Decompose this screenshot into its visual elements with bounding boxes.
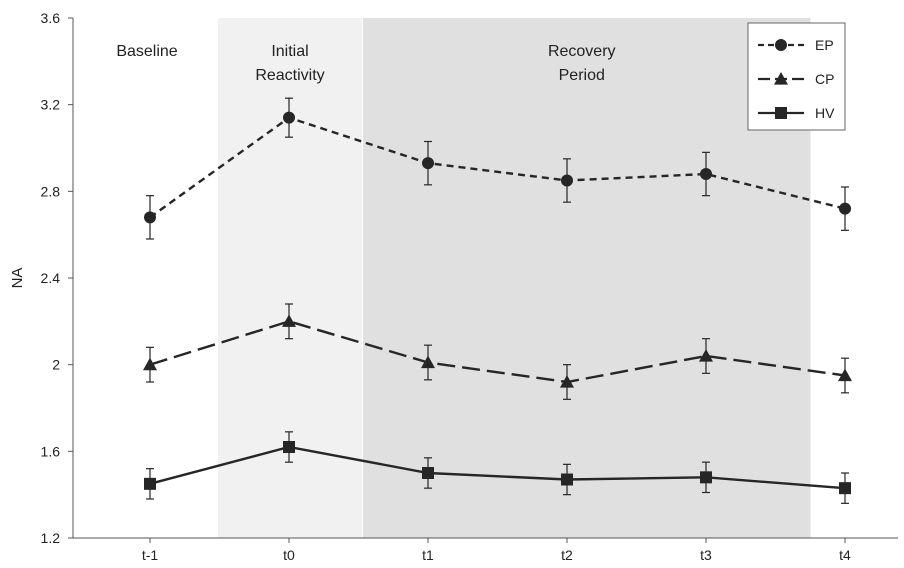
x-tick-label: t4 xyxy=(839,547,851,563)
region-label-1-0: Initial xyxy=(271,43,308,60)
y-tick-label: 3.2 xyxy=(41,97,61,113)
series-line-hv xyxy=(149,445,846,490)
legend-label-hv: HV xyxy=(815,105,835,121)
data-point-cp-t4 xyxy=(838,368,852,382)
data-point-ep-t1 xyxy=(422,157,434,170)
y-tick-label: 3.6 xyxy=(41,10,61,26)
x-tick-label: t-1 xyxy=(142,547,159,563)
region-label-0-0: Baseline xyxy=(116,43,177,60)
y-tick-label: 2 xyxy=(52,357,60,373)
x-tick-label: t2 xyxy=(561,547,573,563)
y-tick-label: 1.2 xyxy=(41,530,61,546)
y-axis-title: NA xyxy=(9,268,26,289)
series-line-ep xyxy=(149,116,846,219)
series-ep xyxy=(144,97,851,240)
region-label-2-0: Recovery xyxy=(548,43,616,60)
y-tick-label: 1.6 xyxy=(41,443,61,459)
data-point-cp-t-1 xyxy=(143,357,157,371)
series-line-cp xyxy=(149,320,846,384)
data-point-cp-t2 xyxy=(560,375,574,388)
legend-marker-ep xyxy=(775,39,787,51)
region-label-2-1: Period xyxy=(559,67,605,84)
series-cp xyxy=(143,303,852,400)
data-point-hv-t-1 xyxy=(144,477,156,490)
legend-label-cp: CP xyxy=(815,71,834,87)
data-point-ep-t4 xyxy=(839,202,851,215)
data-point-hv-t1 xyxy=(422,467,434,479)
x-tick-label: t0 xyxy=(283,547,295,563)
series-hv xyxy=(144,431,851,504)
data-point-cp-t0 xyxy=(282,314,296,327)
data-point-hv-t2 xyxy=(561,473,573,486)
data-point-ep-t-1 xyxy=(144,211,156,224)
y-tick-label: 2.8 xyxy=(41,183,61,199)
data-point-hv-t3 xyxy=(700,471,712,484)
region-label-1-1: Reactivity xyxy=(255,67,324,84)
region-band-2 xyxy=(363,18,811,538)
y-tick-label: 2.4 xyxy=(41,270,61,286)
axes: 1.2 1.6 2 2.4 2.8 3.2 3.6 t-1 t0 t1 t2 t3 t4 NA xyxy=(9,10,898,563)
legend-label-ep: EP xyxy=(815,37,834,53)
x-tick-label: t1 xyxy=(422,547,434,563)
series-group xyxy=(143,97,852,504)
legend: EP CP HV xyxy=(747,22,846,131)
data-point-ep-t0 xyxy=(283,111,295,124)
data-point-cp-t1 xyxy=(421,355,435,369)
data-point-hv-t4 xyxy=(839,482,851,495)
data-point-ep-t2 xyxy=(561,174,573,187)
data-point-ep-t3 xyxy=(700,168,712,180)
data-point-hv-t0 xyxy=(283,441,295,453)
legend-marker-cp xyxy=(774,72,788,85)
legend-marker-hv xyxy=(775,107,787,119)
x-tick-label: t3 xyxy=(700,547,712,563)
region-bands: Baseline Initial Reactivity Recovery Period xyxy=(116,18,811,538)
data-point-cp-t3 xyxy=(699,349,713,362)
